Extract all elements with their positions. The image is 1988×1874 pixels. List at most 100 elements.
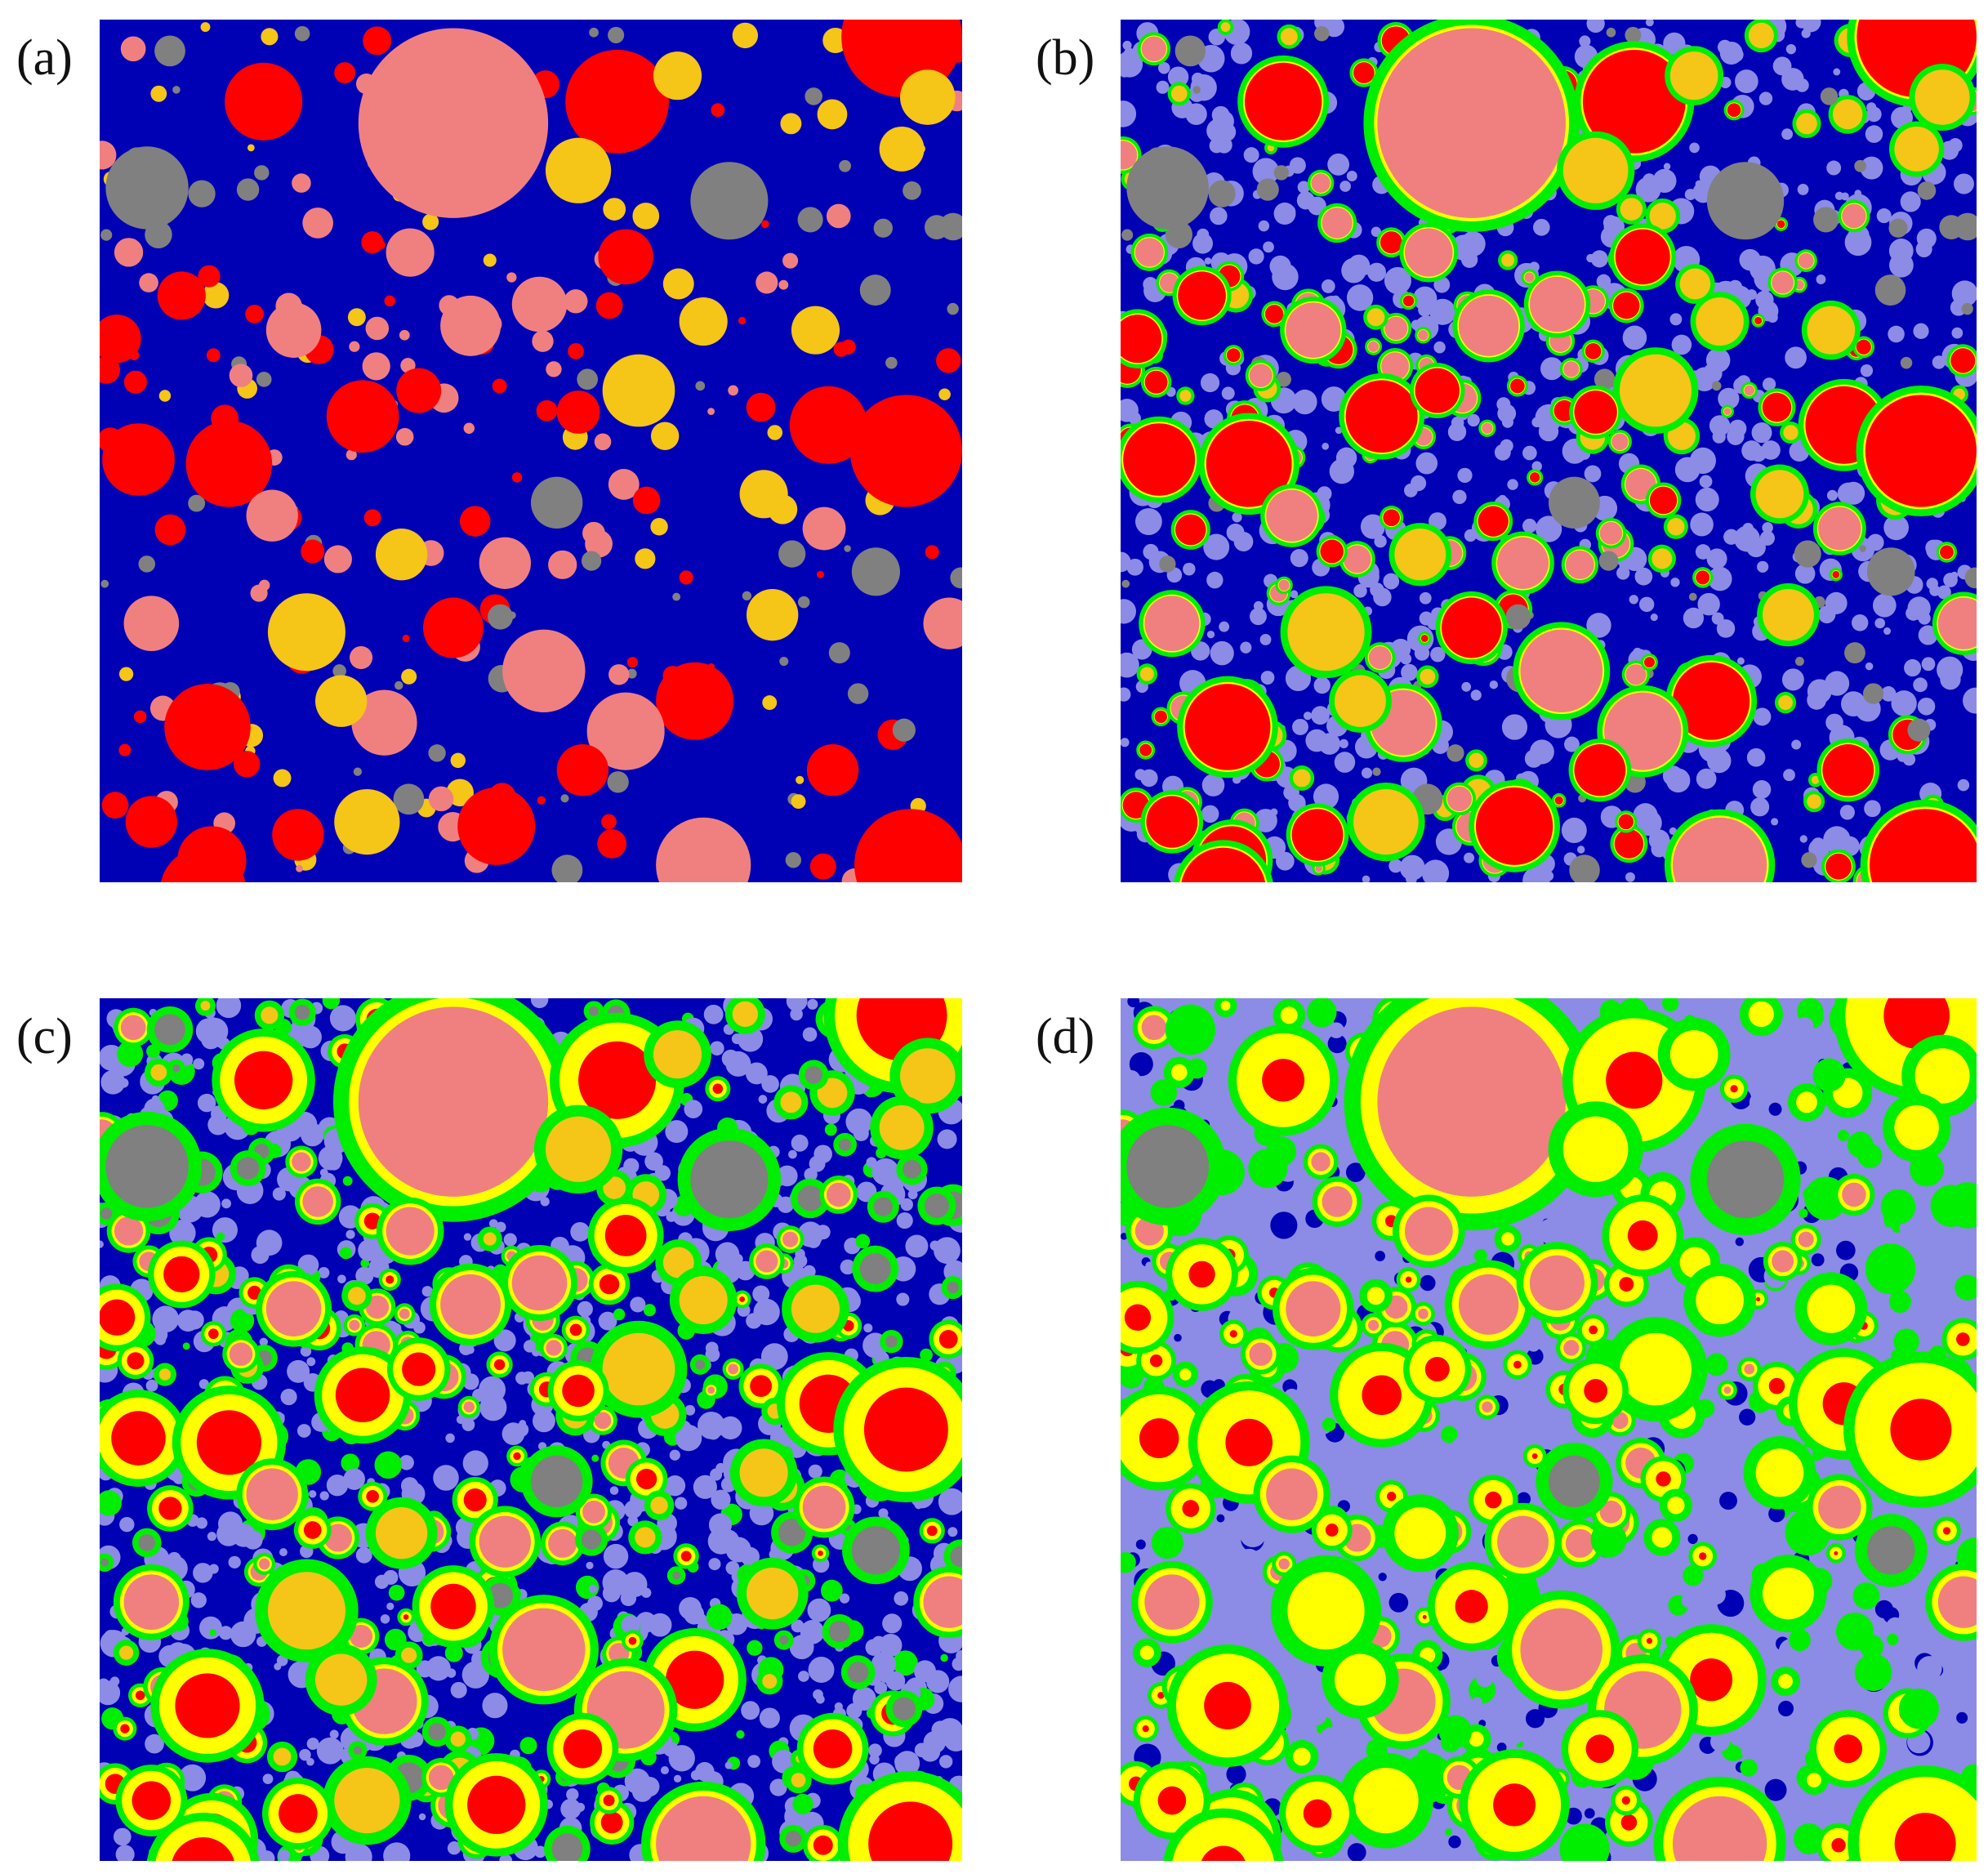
particle-core [806,744,859,796]
particle [1838,199,1870,233]
particle-core [899,69,956,125]
matrix-speckle [798,1671,809,1682]
particle [837,1770,962,1861]
particle [133,710,147,724]
particle-core [885,1335,898,1348]
matrix-speckle [209,1629,216,1636]
particle [1506,375,1528,397]
particle [632,203,660,230]
particle [100,356,121,384]
particle-core [778,1519,806,1546]
matrix-speckle [1303,712,1313,721]
particle [707,408,715,416]
particle [748,1243,785,1279]
particle [669,1266,738,1334]
particle [113,1564,189,1640]
matrix-speckle [1232,775,1241,784]
particle [294,1178,341,1225]
particle-core [493,1359,506,1371]
particle [400,358,416,373]
particle-core [1794,657,1804,667]
matrix-speckle [1718,387,1740,410]
particle-core [172,1836,234,1861]
particle [293,1511,332,1549]
particle-core [100,141,117,170]
matrix-speckle [100,1069,126,1095]
particle [673,1543,699,1569]
particle-core [923,1576,962,1628]
particle [100,1553,114,1572]
particle [746,392,776,422]
particle-core [353,1746,363,1755]
matrix-speckle [648,1613,672,1637]
matrix-speckle [319,1491,329,1501]
matrix-speckle [1536,515,1562,542]
particle [705,1076,731,1102]
matrix-speckle [1926,578,1938,590]
particle [1121,579,1130,588]
particle [1273,165,1289,181]
particle [581,551,602,571]
particle [296,864,303,872]
particle-core [386,228,435,277]
particle-core [1420,634,1429,642]
particle-core [100,579,109,588]
particle [261,28,279,46]
particle-core [1501,253,1515,267]
particle-core [111,1411,166,1466]
matrix-speckle [824,1123,837,1136]
matrix-speckle [1339,181,1351,192]
particle [677,1127,782,1232]
particle-core [1832,99,1863,130]
particle [1177,676,1278,779]
matrix-speckle [1842,481,1865,505]
particle-core [597,828,627,859]
particle-core [589,1006,599,1016]
particle-core [601,814,617,830]
particle-core [1383,509,1400,527]
matrix-speckle [1167,66,1189,88]
matrix-speckle [807,998,818,1010]
particle-core [347,308,366,327]
particle-core [679,1276,728,1325]
particle [1416,665,1439,689]
matrix-speckle [1634,567,1653,586]
particle [1794,540,1821,568]
particle [537,796,546,805]
particle [767,425,783,440]
particle-core [873,218,893,238]
matrix-speckle [1579,35,1591,47]
particle [139,273,158,292]
particle [1750,464,1809,524]
particle [113,1640,140,1666]
matrix-speckle [1706,748,1732,774]
particle-core [582,1500,605,1524]
particle-core [1778,695,1793,711]
particle-core [1377,28,1566,218]
particle [1491,531,1554,595]
matrix-speckle [1650,614,1658,622]
matrix-speckle [380,1614,390,1624]
particle-core [1144,370,1168,394]
particle [423,597,484,658]
matrix-speckle [1771,818,1779,826]
particle [778,279,789,290]
particle [1446,744,1464,762]
particle-core [1353,788,1419,855]
particle [793,1476,855,1538]
particle [1801,852,1817,868]
particle-core [581,1529,602,1550]
matrix-speckle [117,1040,144,1068]
particle [202,282,230,309]
particle [819,1176,858,1214]
matrix-speckle [1797,183,1809,195]
particle [635,548,656,569]
matrix-speckle [1880,686,1897,702]
panel-label-d: (d) [1036,1009,1095,1064]
particle [806,744,859,796]
particle-core [925,545,939,560]
particle [666,1566,686,1585]
particle [492,378,507,394]
particle-core [1625,26,1642,43]
matrix-speckle [1826,489,1838,501]
